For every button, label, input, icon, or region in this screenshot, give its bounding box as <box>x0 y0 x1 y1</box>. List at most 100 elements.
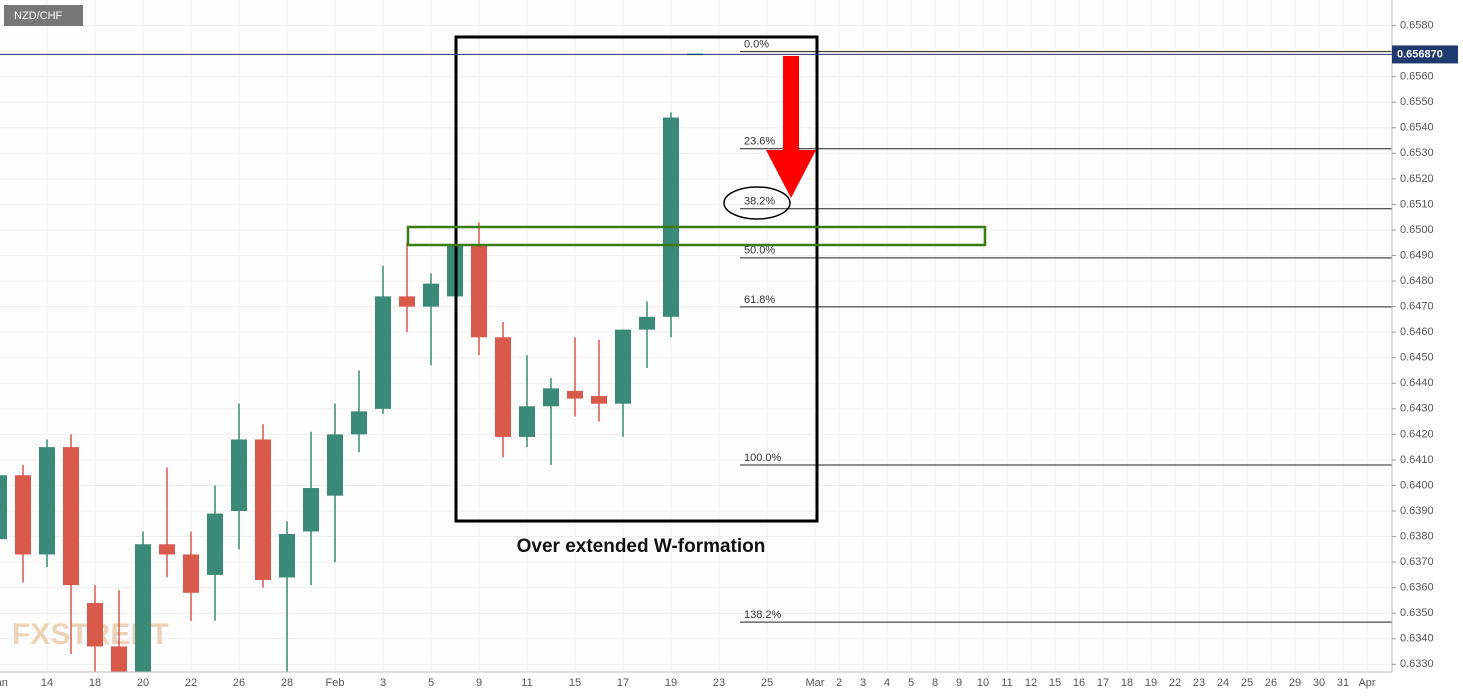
candle-body <box>279 534 295 578</box>
y-tick-label: 0.6400 <box>1400 479 1434 491</box>
candle-body <box>207 513 223 575</box>
y-tick-label: 0.6330 <box>1400 658 1434 670</box>
candle-body <box>615 329 631 404</box>
candle-body <box>183 554 199 593</box>
y-tick-label: 0.6450 <box>1400 352 1434 364</box>
x-tick-label: Mar <box>806 677 825 689</box>
candle-body <box>663 117 679 317</box>
y-tick-label: 0.6390 <box>1400 505 1434 517</box>
plot-area <box>0 0 1392 672</box>
x-tick-label: 16 <box>1073 677 1085 689</box>
x-tick-label: 20 <box>137 677 149 689</box>
candle-body <box>0 475 7 540</box>
candle-body <box>567 390 583 399</box>
x-tick-label: 17 <box>1097 677 1109 689</box>
x-tick-label: 9 <box>476 677 482 689</box>
x-tick-label: 19 <box>1145 677 1157 689</box>
x-tick-label: Feb <box>326 677 345 689</box>
x-tick-label: 18 <box>89 677 101 689</box>
x-tick-label: 30 <box>1313 677 1325 689</box>
candle-body <box>399 296 415 307</box>
candle-body <box>519 406 535 437</box>
down-arrow <box>766 56 816 198</box>
y-tick-label: 0.6440 <box>1400 377 1434 389</box>
axes: 0.6330 0.6340 0.6350 0.6360 0.6370 0.6380 0.63… <box>0 19 1458 689</box>
x-tick-label: 9 <box>956 677 962 689</box>
fib-label: 100.0% <box>744 452 782 464</box>
candle-body <box>423 283 439 307</box>
x-tick-label: 19 <box>665 677 677 689</box>
y-tick-label: 0.6510 <box>1400 198 1434 210</box>
x-tick-label: 26 <box>233 677 245 689</box>
y-tick-label: 0.6340 <box>1400 633 1434 645</box>
candle-body <box>15 475 31 555</box>
candle-body <box>351 411 367 435</box>
x-tick-label: 11 <box>1001 677 1012 689</box>
x-tick-label: 14 <box>41 677 53 689</box>
y-tick-label: 0.6470 <box>1400 301 1434 313</box>
annotation: Over extended W-formation <box>517 536 766 557</box>
candle-body <box>303 488 319 532</box>
candle-body <box>375 296 391 409</box>
x-tick-label: 25 <box>761 677 773 689</box>
y-tick-label: 0.6480 <box>1400 275 1434 287</box>
y-tick-label: 0.6520 <box>1400 173 1434 185</box>
y-tick-label: 0.6410 <box>1400 454 1434 466</box>
candle-body <box>159 544 175 555</box>
y-tick-label: 0.6540 <box>1400 122 1434 134</box>
y-tick-label: 0.6560 <box>1400 71 1434 83</box>
y-tick-label: 0.6350 <box>1400 607 1434 619</box>
x-tick-label: 25 <box>1241 677 1253 689</box>
x-tick-label: 2 <box>836 677 842 689</box>
x-tick-label: 18 <box>1121 677 1133 689</box>
x-tick-label: 12 <box>1025 677 1037 689</box>
candle-body <box>87 603 103 647</box>
x-tick-label: 24 <box>1217 677 1229 689</box>
y-tick-label: 0.6550 <box>1400 96 1434 108</box>
symbol-badge <box>4 5 83 26</box>
x-tick-label: 23 <box>713 677 725 689</box>
x-tick-label: Jan <box>0 677 8 689</box>
y-tick-label: 0.6580 <box>1400 19 1434 31</box>
fib-levels: 0.0% 23.6% 38.2% 50.0% 61.8% 100.0% 138.2% <box>740 39 1392 623</box>
x-tick-label: 22 <box>1169 677 1181 689</box>
x-tick-label: 10 <box>977 677 989 689</box>
x-tick-label: 11 <box>521 677 532 689</box>
x-tick-label: 28 <box>281 677 293 689</box>
candle-body <box>471 245 487 338</box>
candle-body <box>543 388 559 407</box>
candle-body <box>231 439 247 512</box>
y-tick-label: 0.6430 <box>1400 403 1434 415</box>
x-tick-label: 4 <box>884 677 890 689</box>
x-tick-label: 26 <box>1265 677 1277 689</box>
x-tick-label: 5 <box>908 677 914 689</box>
x-tick-label: 15 <box>569 677 581 689</box>
x-tick-label: 3 <box>860 677 866 689</box>
fib-label: 50.0% <box>744 245 775 257</box>
x-tick-label: 17 <box>617 677 629 689</box>
candle-body <box>327 434 343 496</box>
x-tick-label: 15 <box>1049 677 1061 689</box>
last-price-box <box>1392 45 1458 64</box>
x-tick-label: 5 <box>428 677 434 689</box>
candle-body <box>591 396 607 404</box>
x-tick-label: Apr <box>1358 677 1375 689</box>
y-tick-label: 0.6360 <box>1400 582 1434 594</box>
fib-label: 23.6% <box>744 136 775 148</box>
y-tick-label: 0.6380 <box>1400 530 1434 542</box>
resistance-zone <box>406 225 987 247</box>
candle-body <box>255 439 271 581</box>
x-tick-label: 31 <box>1337 677 1349 689</box>
fib-label: 138.2% <box>744 609 782 621</box>
x-tick-label: 22 <box>185 677 197 689</box>
y-tick-label: 0.6420 <box>1400 428 1434 440</box>
last-price-label: 0.656870 <box>1397 48 1443 60</box>
x-tick-label: 29 <box>1289 677 1301 689</box>
y-tick-label: 0.6500 <box>1400 224 1434 236</box>
fib-label: 61.8% <box>744 294 775 306</box>
candle-body <box>135 544 151 672</box>
y-tick-label: 0.6530 <box>1400 147 1434 159</box>
candle-body <box>39 447 55 555</box>
